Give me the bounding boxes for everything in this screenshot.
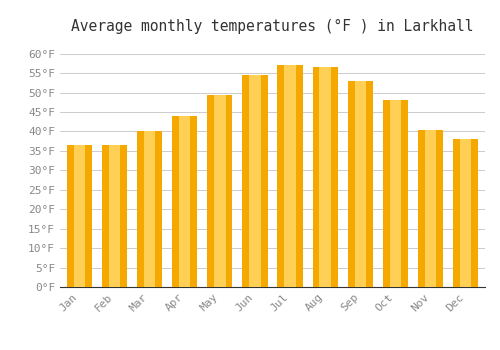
Bar xyxy=(214,94,226,287)
Bar xyxy=(348,81,373,287)
Bar xyxy=(460,139,471,287)
Bar xyxy=(207,94,233,287)
Bar xyxy=(354,81,366,287)
Bar xyxy=(137,132,162,287)
Bar xyxy=(74,145,85,287)
Bar xyxy=(390,100,401,287)
Bar xyxy=(320,67,331,287)
Bar xyxy=(453,139,478,287)
Bar xyxy=(249,75,260,287)
Bar xyxy=(418,130,443,287)
Bar xyxy=(242,75,268,287)
Bar xyxy=(179,116,190,287)
Bar xyxy=(383,100,408,287)
Bar xyxy=(278,65,302,287)
Bar xyxy=(102,145,127,287)
Bar xyxy=(284,65,296,287)
Bar xyxy=(66,145,92,287)
Bar xyxy=(109,145,120,287)
Bar xyxy=(312,67,338,287)
Bar xyxy=(425,130,436,287)
Title: Average monthly temperatures (°F ) in Larkhall: Average monthly temperatures (°F ) in La… xyxy=(72,19,474,34)
Bar xyxy=(172,116,198,287)
Bar xyxy=(144,132,156,287)
